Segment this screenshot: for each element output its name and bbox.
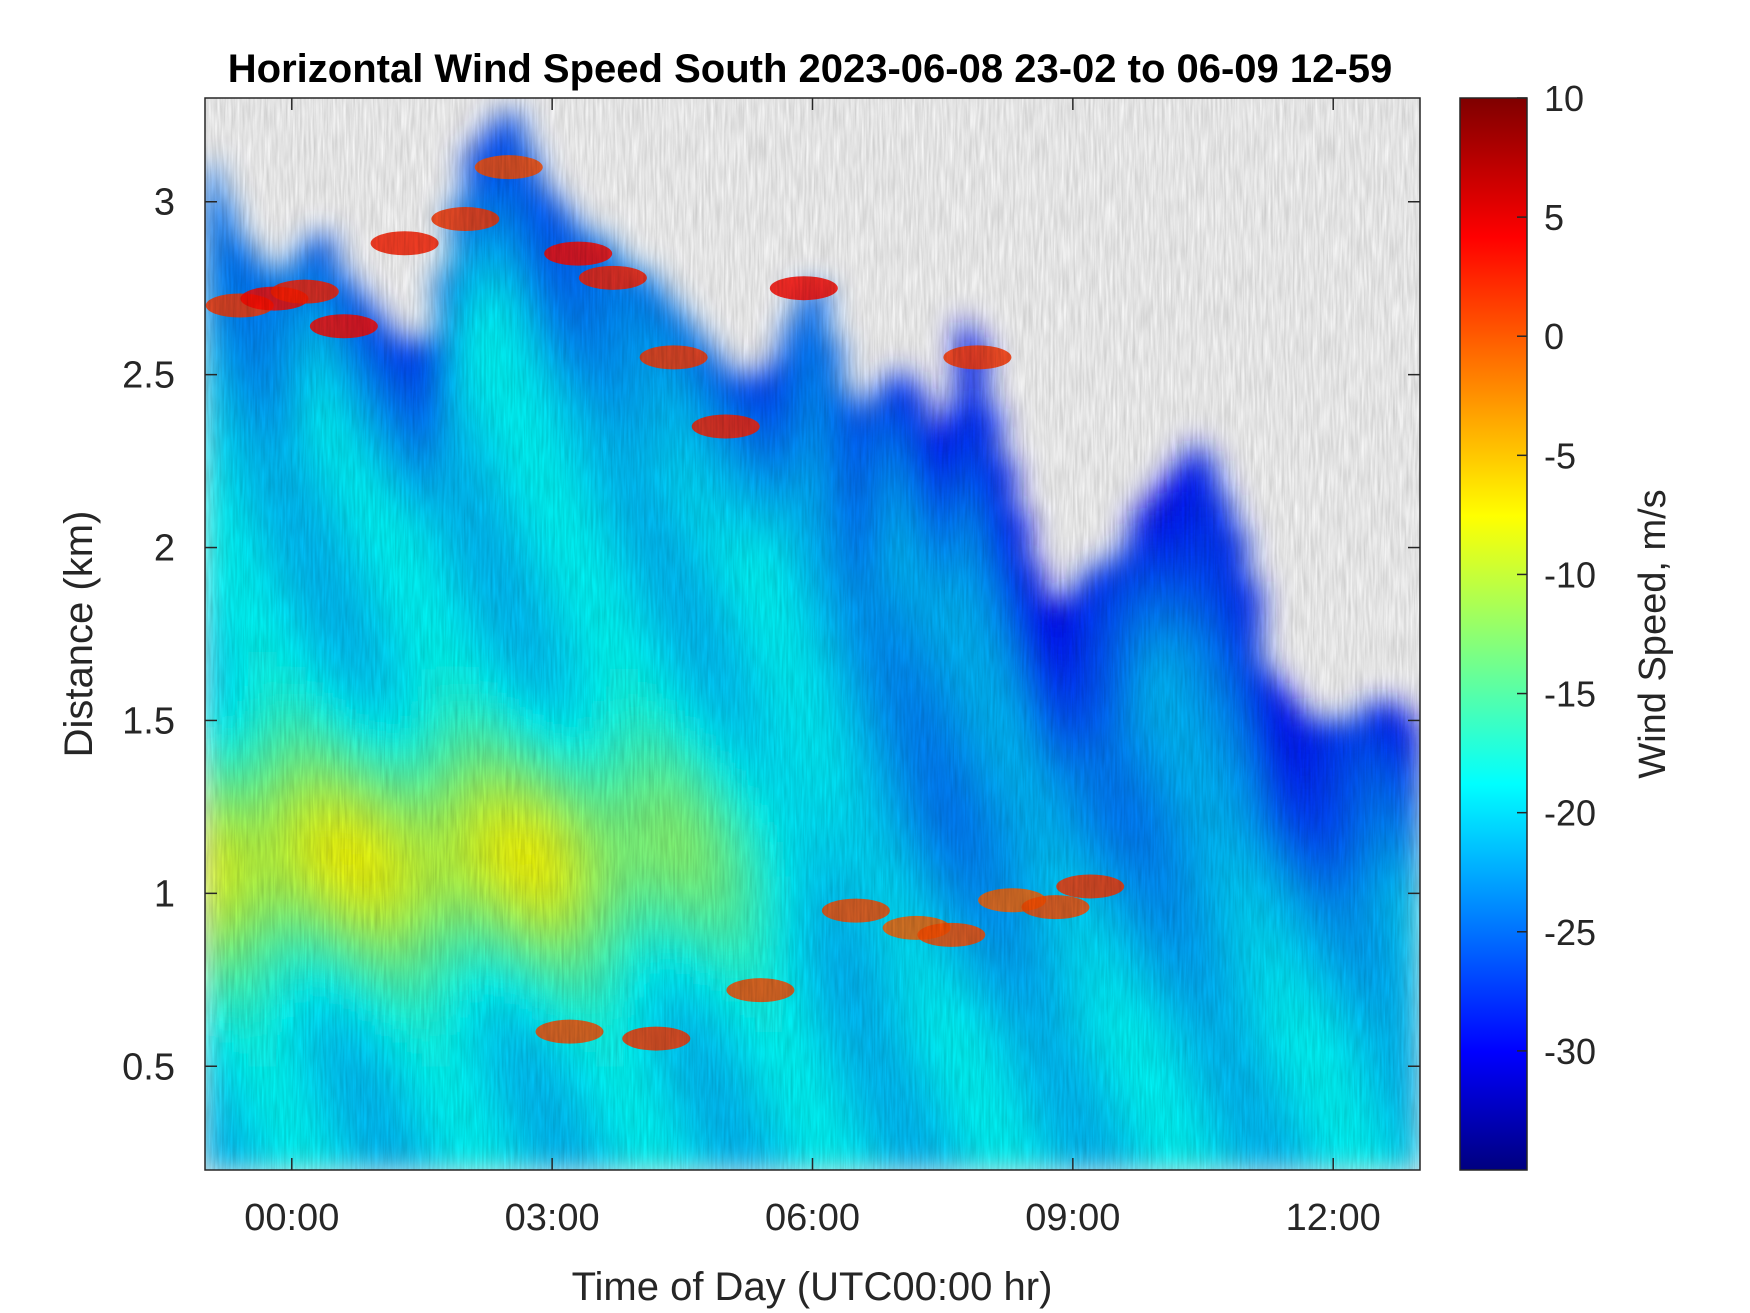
x-tick-label: 00:00 <box>244 1197 339 1239</box>
y-tick-label: 1 <box>154 873 175 915</box>
y-tick-label: 1.5 <box>122 700 175 742</box>
colorbar-tick-label: -15 <box>1544 674 1596 715</box>
x-tick-label: 03:00 <box>505 1197 600 1239</box>
y-axis-label: Distance (km) <box>57 511 101 758</box>
y-tick-label: 2.5 <box>122 355 175 397</box>
colorbar-tick-label: 10 <box>1544 78 1584 119</box>
heatmap-texture <box>205 98 1420 1170</box>
plot-area: 00:00 03:00 06:00 09:00 12:00 0.5 1 1.5 2 2.5 3 <box>122 97 1421 1239</box>
x-axis-label: Time of Day (UTC00:00 hr) <box>572 1265 1053 1309</box>
colorbar-tick-label: -20 <box>1544 793 1596 834</box>
colorbar-tick-label: 5 <box>1544 197 1564 238</box>
colorbar-tick-label: -25 <box>1544 912 1596 953</box>
colorbar-ticks: 10 5 0 -5 -10 -15 -20 -25 -30 <box>1517 78 1596 1072</box>
x-tick-label: 09:00 <box>1025 1197 1120 1239</box>
y-tick-label: 0.5 <box>122 1046 175 1088</box>
colorbar-tick-label: -10 <box>1544 554 1596 595</box>
y-tick-label: 2 <box>154 528 175 570</box>
colorbar: 10 5 0 -5 -10 -15 -20 -25 -30 Wind Speed, m/s <box>1459 78 1674 1171</box>
x-tick-label: 06:00 <box>765 1197 860 1239</box>
colorbar-tick-label: -30 <box>1544 1031 1596 1072</box>
colorbar-tick-label: -5 <box>1544 435 1576 476</box>
x-tick-label: 12:00 <box>1286 1197 1381 1239</box>
colorbar-gradient <box>1459 97 1528 1171</box>
y-tick-label: 3 <box>154 182 175 224</box>
colorbar-label: Wind Speed, m/s <box>1632 489 1674 778</box>
colorbar-tick-label: 0 <box>1544 316 1564 357</box>
x-axis: 00:00 03:00 06:00 09:00 12:00 <box>244 98 1381 1239</box>
y-axis: 0.5 1 1.5 2 2.5 3 <box>122 182 1420 1088</box>
chart-title: Horizontal Wind Speed South 2023-06-08 2… <box>228 47 1392 91</box>
